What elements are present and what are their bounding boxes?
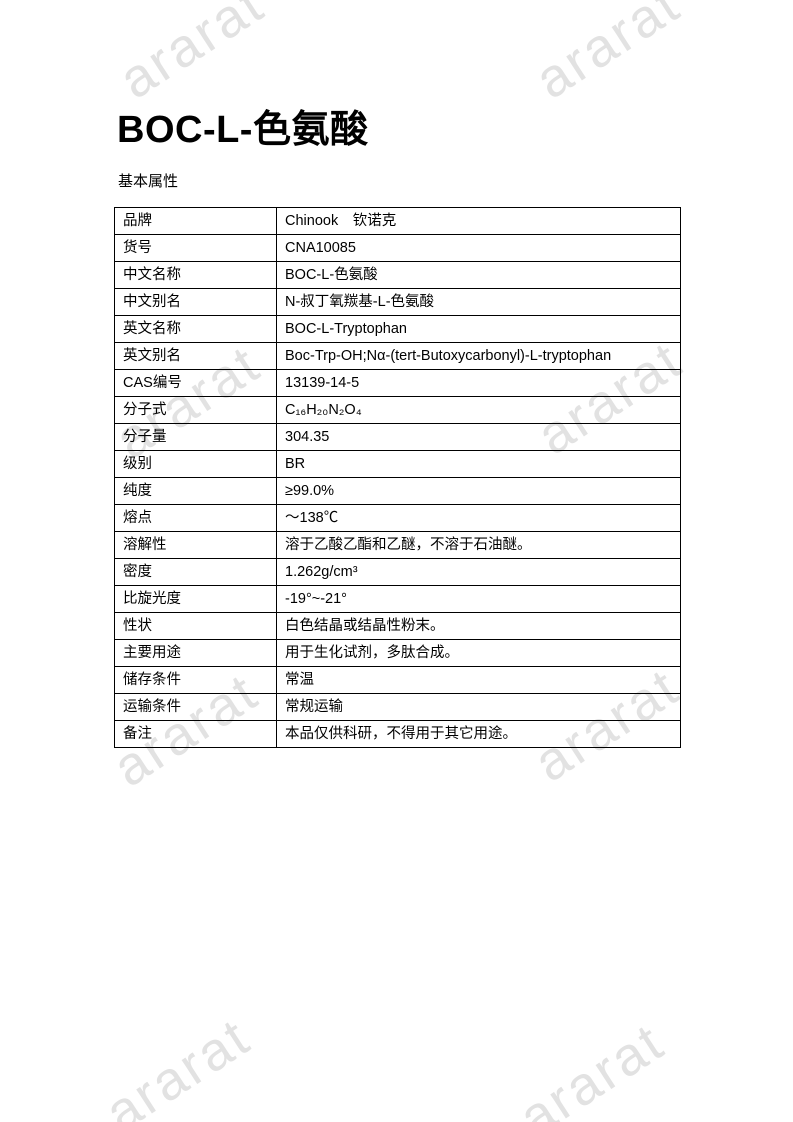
table-row: 熔点 ～138℃ <box>114 504 681 532</box>
property-value: N-叔丁氧羰基-L-色氨酸 <box>276 288 681 316</box>
property-value: C₁₆H₂₀N₂O₄ <box>276 396 681 424</box>
property-label: 分子量 <box>114 423 277 451</box>
property-label: 纯度 <box>114 477 277 505</box>
property-value: 本品仅供科研，不得用于其它用途。 <box>276 720 681 748</box>
property-label: 性状 <box>114 612 277 640</box>
table-row: 纯度 ≥99.0% <box>114 477 681 505</box>
table-row: 分子量 304.35 <box>114 423 681 451</box>
watermark-text: ararat <box>508 1011 676 1122</box>
property-value: 溶于乙酸乙酯和乙醚，不溶于石油醚。 <box>276 531 681 559</box>
table-row: 备注 本品仅供科研，不得用于其它用途。 <box>114 720 681 748</box>
table-row: 中文名称 BOC-L-色氨酸 <box>114 261 681 289</box>
property-label: 备注 <box>114 720 277 748</box>
table-row: 中文别名 N-叔丁氧羰基-L-色氨酸 <box>114 288 681 316</box>
property-value: BOC-L-Tryptophan <box>276 315 681 343</box>
watermark-text: ararat <box>524 0 692 111</box>
property-label: 溶解性 <box>114 531 277 559</box>
property-value: 1.262g/cm³ <box>276 558 681 586</box>
property-label: 英文别名 <box>114 342 277 370</box>
table-row: 密度 1.262g/cm³ <box>114 558 681 586</box>
property-label: CAS编号 <box>114 369 277 397</box>
section-title: 基本属性 <box>118 173 179 190</box>
property-value: CNA10085 <box>276 234 681 262</box>
property-label: 级别 <box>114 450 277 478</box>
property-value: -19°~-21° <box>276 585 681 613</box>
property-value: ～138℃ <box>276 504 681 532</box>
property-label: 中文别名 <box>114 288 277 316</box>
watermark-text: ararat <box>94 1006 262 1122</box>
page-title: BOC-L-色氨酸 <box>117 109 369 151</box>
property-value: Boc-Trp-OH;Nα-(tert-Butoxycarbonyl)-L-tr… <box>276 342 681 370</box>
property-label: 主要用途 <box>114 639 277 667</box>
property-value: 白色结晶或结晶性粉末。 <box>276 612 681 640</box>
table-row: 运输条件 常规运输 <box>114 693 681 721</box>
table-row: 溶解性 溶于乙酸乙酯和乙醚，不溶于石油醚。 <box>114 531 681 559</box>
property-label: 熔点 <box>114 504 277 532</box>
table-row: 货号 CNA10085 <box>114 234 681 262</box>
property-label: 英文名称 <box>114 315 277 343</box>
property-value: 304.35 <box>276 423 681 451</box>
property-label: 比旋光度 <box>114 585 277 613</box>
property-label: 品牌 <box>114 207 277 235</box>
property-label: 密度 <box>114 558 277 586</box>
property-label: 运输条件 <box>114 693 277 721</box>
property-value: ≥99.0% <box>276 477 681 505</box>
property-value: BR <box>276 450 681 478</box>
table-row: 主要用途 用于生化试剂，多肽合成。 <box>114 639 681 667</box>
property-value: 常温 <box>276 666 681 694</box>
table-row: 英文别名 Boc-Trp-OH;Nα-(tert-Butoxycarbonyl)-… <box>114 342 681 370</box>
property-label: 货号 <box>114 234 277 262</box>
table-row: 分子式 C₁₆H₂₀N₂O₄ <box>114 396 681 424</box>
watermark-text: ararat <box>108 0 276 111</box>
property-value: Chinook 钦诺克 <box>276 207 681 235</box>
properties-table: 品牌 Chinook 钦诺克 货号 CNA10085 中文名称 BOC-L-色氨酸 中文别名… <box>114 207 681 748</box>
table-row: CAS编号 13139-14-5 <box>114 369 681 397</box>
property-value: 13139-14-5 <box>276 369 681 397</box>
table-row: 储存条件 常温 <box>114 666 681 694</box>
table-row: 比旋光度 -19°~-21° <box>114 585 681 613</box>
property-value: 常规运输 <box>276 693 681 721</box>
property-value: BOC-L-色氨酸 <box>276 261 681 289</box>
table-row: 品牌 Chinook 钦诺克 <box>114 207 681 235</box>
table-row: 性状 白色结晶或结晶性粉末。 <box>114 612 681 640</box>
table-row: 级别 BR <box>114 450 681 478</box>
table-row: 英文名称 BOC-L-Tryptophan <box>114 315 681 343</box>
property-label: 中文名称 <box>114 261 277 289</box>
properties-table-body: 品牌 Chinook 钦诺克 货号 CNA10085 中文名称 BOC-L-色氨酸 中文别名… <box>114 207 681 748</box>
property-label: 分子式 <box>114 396 277 424</box>
property-value: 用于生化试剂，多肽合成。 <box>276 639 681 667</box>
property-label: 储存条件 <box>114 666 277 694</box>
